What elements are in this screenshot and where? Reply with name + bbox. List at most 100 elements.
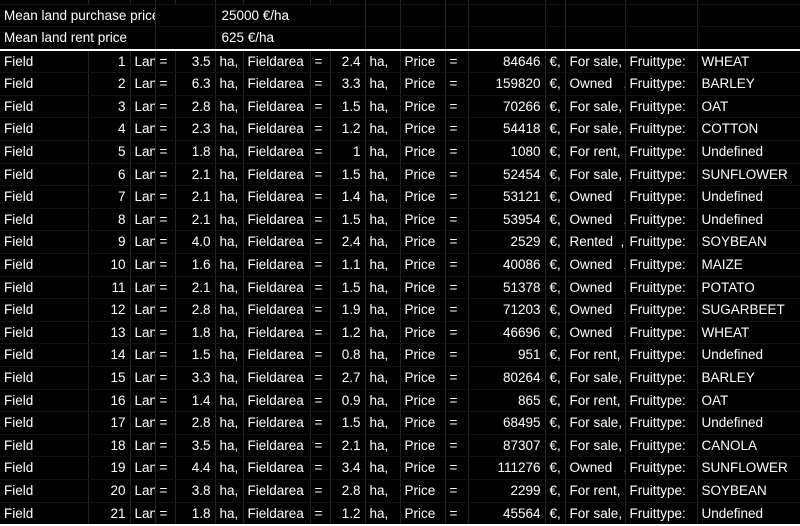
fieldarea-value: 1.1 <box>330 253 366 277</box>
spacer-cell <box>445 0 469 5</box>
price-value: 53954 <box>468 208 546 232</box>
summary-empty <box>545 4 566 28</box>
row-label-fieldarea: Fieldarea <box>243 49 311 74</box>
status-badge: For sale, <box>565 434 626 458</box>
fruittype-value: Undefined <box>697 208 800 232</box>
summary-value: 25000 €/ha <box>215 4 366 28</box>
equals-landarea: = <box>155 117 176 142</box>
table-row[interactable]: Field2Landarea=6.3ha,Fieldarea=3.3ha,Pri… <box>0 72 800 96</box>
fruittype-value: POTATO <box>697 276 800 300</box>
table-row[interactable]: Field17Landarea=2.8ha,Fieldarea=1.5ha,Pr… <box>0 411 800 435</box>
row-label-field: Field <box>0 298 89 322</box>
table-row[interactable]: Field4Landarea=2.3ha,Fieldarea=1.2ha,Pri… <box>0 117 800 142</box>
price-unit: €, <box>545 298 566 322</box>
field-id: 5 <box>88 140 131 164</box>
row-label-landarea: Landarea <box>130 185 156 209</box>
equals-landarea: = <box>155 163 176 187</box>
row-label-fruittype: Fruittype: <box>625 49 698 74</box>
row-label-fieldarea: Fieldarea <box>243 140 311 164</box>
fieldarea-unit: ha, <box>365 117 401 142</box>
equals-fieldarea: = <box>310 49 331 74</box>
landarea-unit: ha, <box>215 276 244 300</box>
row-label-price: Price <box>400 208 446 232</box>
equals-landarea: = <box>155 343 176 367</box>
row-label-landarea: Landarea <box>130 343 156 367</box>
status-badge: For sale, <box>565 49 626 74</box>
landarea-unit: ha, <box>215 298 244 322</box>
equals-fieldarea: = <box>310 298 331 322</box>
equals-landarea: = <box>155 298 176 322</box>
status-badge: For rent, <box>565 343 626 367</box>
landarea-unit: ha, <box>215 366 244 390</box>
equals-fieldarea: = <box>310 502 331 526</box>
row-label-field: Field <box>0 479 89 503</box>
equals-landarea: = <box>155 185 176 209</box>
table-row[interactable]: Field7Landarea=2.1ha,Fieldarea=1.4ha,Pri… <box>0 185 800 209</box>
fieldarea-unit: ha, <box>365 95 401 119</box>
row-label-price: Price <box>400 253 446 277</box>
table-row[interactable]: Field14Landarea=1.5ha,Fieldarea=0.8ha,Pr… <box>0 343 800 367</box>
price-value: 46696 <box>468 321 546 345</box>
table-row[interactable]: Field12Landarea=2.8ha,Fieldarea=1.9ha,Pr… <box>0 298 800 322</box>
row-label-fruittype: Fruittype: <box>625 298 698 322</box>
summary-empty <box>625 26 698 51</box>
field-id: 19 <box>88 456 131 480</box>
equals-landarea: = <box>155 434 176 458</box>
table-row[interactable]: Field10Landarea=1.6ha,Fieldarea=1.1ha,Pr… <box>0 253 800 277</box>
table-row[interactable]: Field8Landarea=2.1ha,Fieldarea=1.5ha,Pri… <box>0 208 800 232</box>
table-row[interactable]: Field6Landarea=2.1ha,Fieldarea=1.5ha,Pri… <box>0 163 800 187</box>
status-badge: Owned , <box>565 321 626 345</box>
fieldarea-unit: ha, <box>365 140 401 164</box>
summary-gap <box>155 26 216 51</box>
landarea-unit: ha, <box>215 502 244 526</box>
field-id: 3 <box>88 95 131 119</box>
row-label-price: Price <box>400 366 446 390</box>
row-label-fruittype: Fruittype: <box>625 502 698 526</box>
table-row[interactable]: Field5Landarea=1.8ha,Fieldarea=1ha,Price… <box>0 140 800 164</box>
row-label-price: Price <box>400 411 446 435</box>
landarea-unit: ha, <box>215 456 244 480</box>
price-value: 70266 <box>468 95 546 119</box>
table-row[interactable]: Field11Landarea=2.1ha,Fieldarea=1.5ha,Pr… <box>0 276 800 300</box>
equals-fieldarea: = <box>310 185 331 209</box>
status-badge: For sale, <box>565 163 626 187</box>
fieldarea-unit: ha, <box>365 502 401 526</box>
fruittype-value: WHEAT <box>697 321 800 345</box>
row-label-fruittype: Fruittype: <box>625 343 698 367</box>
equals-fieldarea: = <box>310 276 331 300</box>
status-badge: For sale, <box>565 502 626 526</box>
price-unit: €, <box>545 321 566 345</box>
fruittype-value: CANOLA <box>697 434 800 458</box>
row-label-fieldarea: Fieldarea <box>243 411 311 435</box>
landarea-value: 2.1 <box>175 185 216 209</box>
landarea-value: 2.1 <box>175 163 216 187</box>
price-value: 159820 <box>468 72 546 96</box>
row-label-price: Price <box>400 434 446 458</box>
row-label-landarea: Landarea <box>130 72 156 96</box>
row-label-price: Price <box>400 479 446 503</box>
table-row[interactable]: Field3Landarea=2.8ha,Fieldarea=1.5ha,Pri… <box>0 95 800 119</box>
table-row[interactable]: Field13Landarea=1.8ha,Fieldarea=1.2ha,Pr… <box>0 321 800 345</box>
equals-price: = <box>445 456 469 480</box>
row-label-fieldarea: Fieldarea <box>243 343 311 367</box>
table-row[interactable]: Field21Landarea=1.8ha,Fieldarea=1.2ha,Pr… <box>0 502 800 526</box>
equals-fieldarea: = <box>310 389 331 413</box>
row-label-field: Field <box>0 276 89 300</box>
row-label-fieldarea: Fieldarea <box>243 434 311 458</box>
price-unit: €, <box>545 276 566 300</box>
fieldarea-value: 2.4 <box>330 230 366 255</box>
row-label-field: Field <box>0 208 89 232</box>
table-row[interactable]: Field16Landarea=1.4ha,Fieldarea=0.9ha,Pr… <box>0 389 800 413</box>
fruittype-value: Undefined <box>697 140 800 164</box>
table-row[interactable]: Field18Landarea=3.5ha,Fieldarea=2.1ha,Pr… <box>0 434 800 458</box>
price-unit: €, <box>545 253 566 277</box>
table-row[interactable]: Field9Landarea=4.0ha,Fieldarea=2.4ha,Pri… <box>0 230 800 255</box>
equals-price: = <box>445 321 469 345</box>
equals-fieldarea: = <box>310 366 331 390</box>
row-label-fieldarea: Fieldarea <box>243 321 311 345</box>
table-row[interactable]: Field1Landarea=3.5ha,Fieldarea=2.4ha,Pri… <box>0 49 800 74</box>
table-row[interactable]: Field20Landarea=3.8ha,Fieldarea=2.8ha,Pr… <box>0 479 800 503</box>
table-row[interactable]: Field19Landarea=4.4ha,Fieldarea=3.4ha,Pr… <box>0 456 800 480</box>
table-row[interactable]: Field15Landarea=3.3ha,Fieldarea=2.7ha,Pr… <box>0 366 800 390</box>
